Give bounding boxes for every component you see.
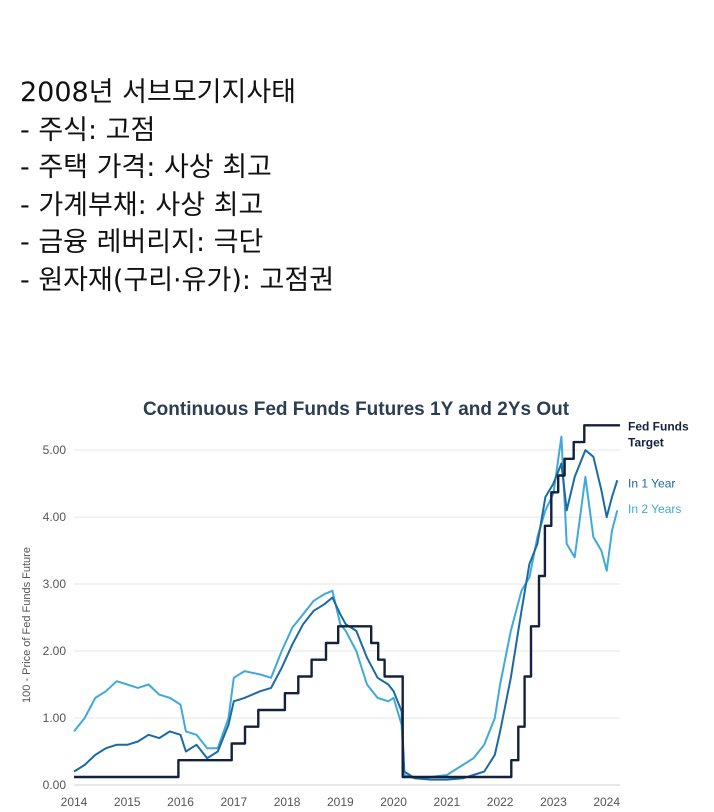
y-tick-label: 3.00 <box>43 577 67 591</box>
notes-line: - 주택 가격: 사상 최고 <box>20 152 272 183</box>
notes-list: 2008년 서브모기지사태 - 주식: 고점 - 주택 가격: 사상 최고 - … <box>20 74 334 299</box>
legend-fed-funds-target-line2: Target <box>628 435 664 449</box>
x-tick-label: 2016 <box>167 795 194 809</box>
notes-heading: 2008년 서브모기지사태 <box>20 77 297 108</box>
grid-layer: 0.00 1.00 2.00 3.00 4.00 5.00 2014 2015 2016 2017… <box>43 443 621 809</box>
notes-line: - 가계부채: 사상 최고 <box>20 189 264 221</box>
series-line-two-years <box>73 435 619 780</box>
x-tick-label: 2018 <box>274 795 301 809</box>
legend-fed-funds-target: Fed Funds <box>628 419 689 433</box>
x-tick-label: 2024 <box>593 795 620 809</box>
legend-in-1-year: In 1 Year <box>628 477 675 491</box>
y-tick-label: 5.00 <box>43 443 67 457</box>
x-tick-label: 2023 <box>540 795 567 809</box>
legend-in-2-years: In 2 Years <box>628 502 681 516</box>
y-tick-label: 4.00 <box>43 510 67 524</box>
legend-layer: Fed Funds Target In 1 Year In 2 Years <box>628 419 689 516</box>
series-line-one-year <box>73 449 619 781</box>
x-tick-label: 2015 <box>114 795 141 809</box>
series-line-target <box>74 424 620 779</box>
series-layer <box>73 424 620 781</box>
x-tick-label: 2020 <box>380 795 407 809</box>
x-tick-label: 2014 <box>61 795 88 809</box>
chart-title: Continuous Fed Funds Futures 1Y and 2Ys … <box>143 399 570 420</box>
x-tick-label: 2017 <box>220 795 247 809</box>
y-tick-label: 0.00 <box>43 778 67 792</box>
notes-line: - 금융 레버리지: 극단 <box>20 227 264 258</box>
y-tick-label: 2.00 <box>43 644 67 658</box>
fed-funds-chart: Continuous Fed Funds Futures 1Y and 2Ys … <box>21 399 689 809</box>
x-tick-label: 2021 <box>434 795 461 809</box>
y-axis-label: 100 - Price of Fed Funds Future <box>21 547 33 703</box>
notes-line: - 원자재(구리·유가): 고점권 <box>20 264 335 296</box>
x-tick-label: 2019 <box>327 795 354 809</box>
x-tick-label: 2022 <box>487 795 514 809</box>
y-tick-label: 1.00 <box>43 711 67 725</box>
notes-line: - 주식: 고점 <box>20 114 156 146</box>
